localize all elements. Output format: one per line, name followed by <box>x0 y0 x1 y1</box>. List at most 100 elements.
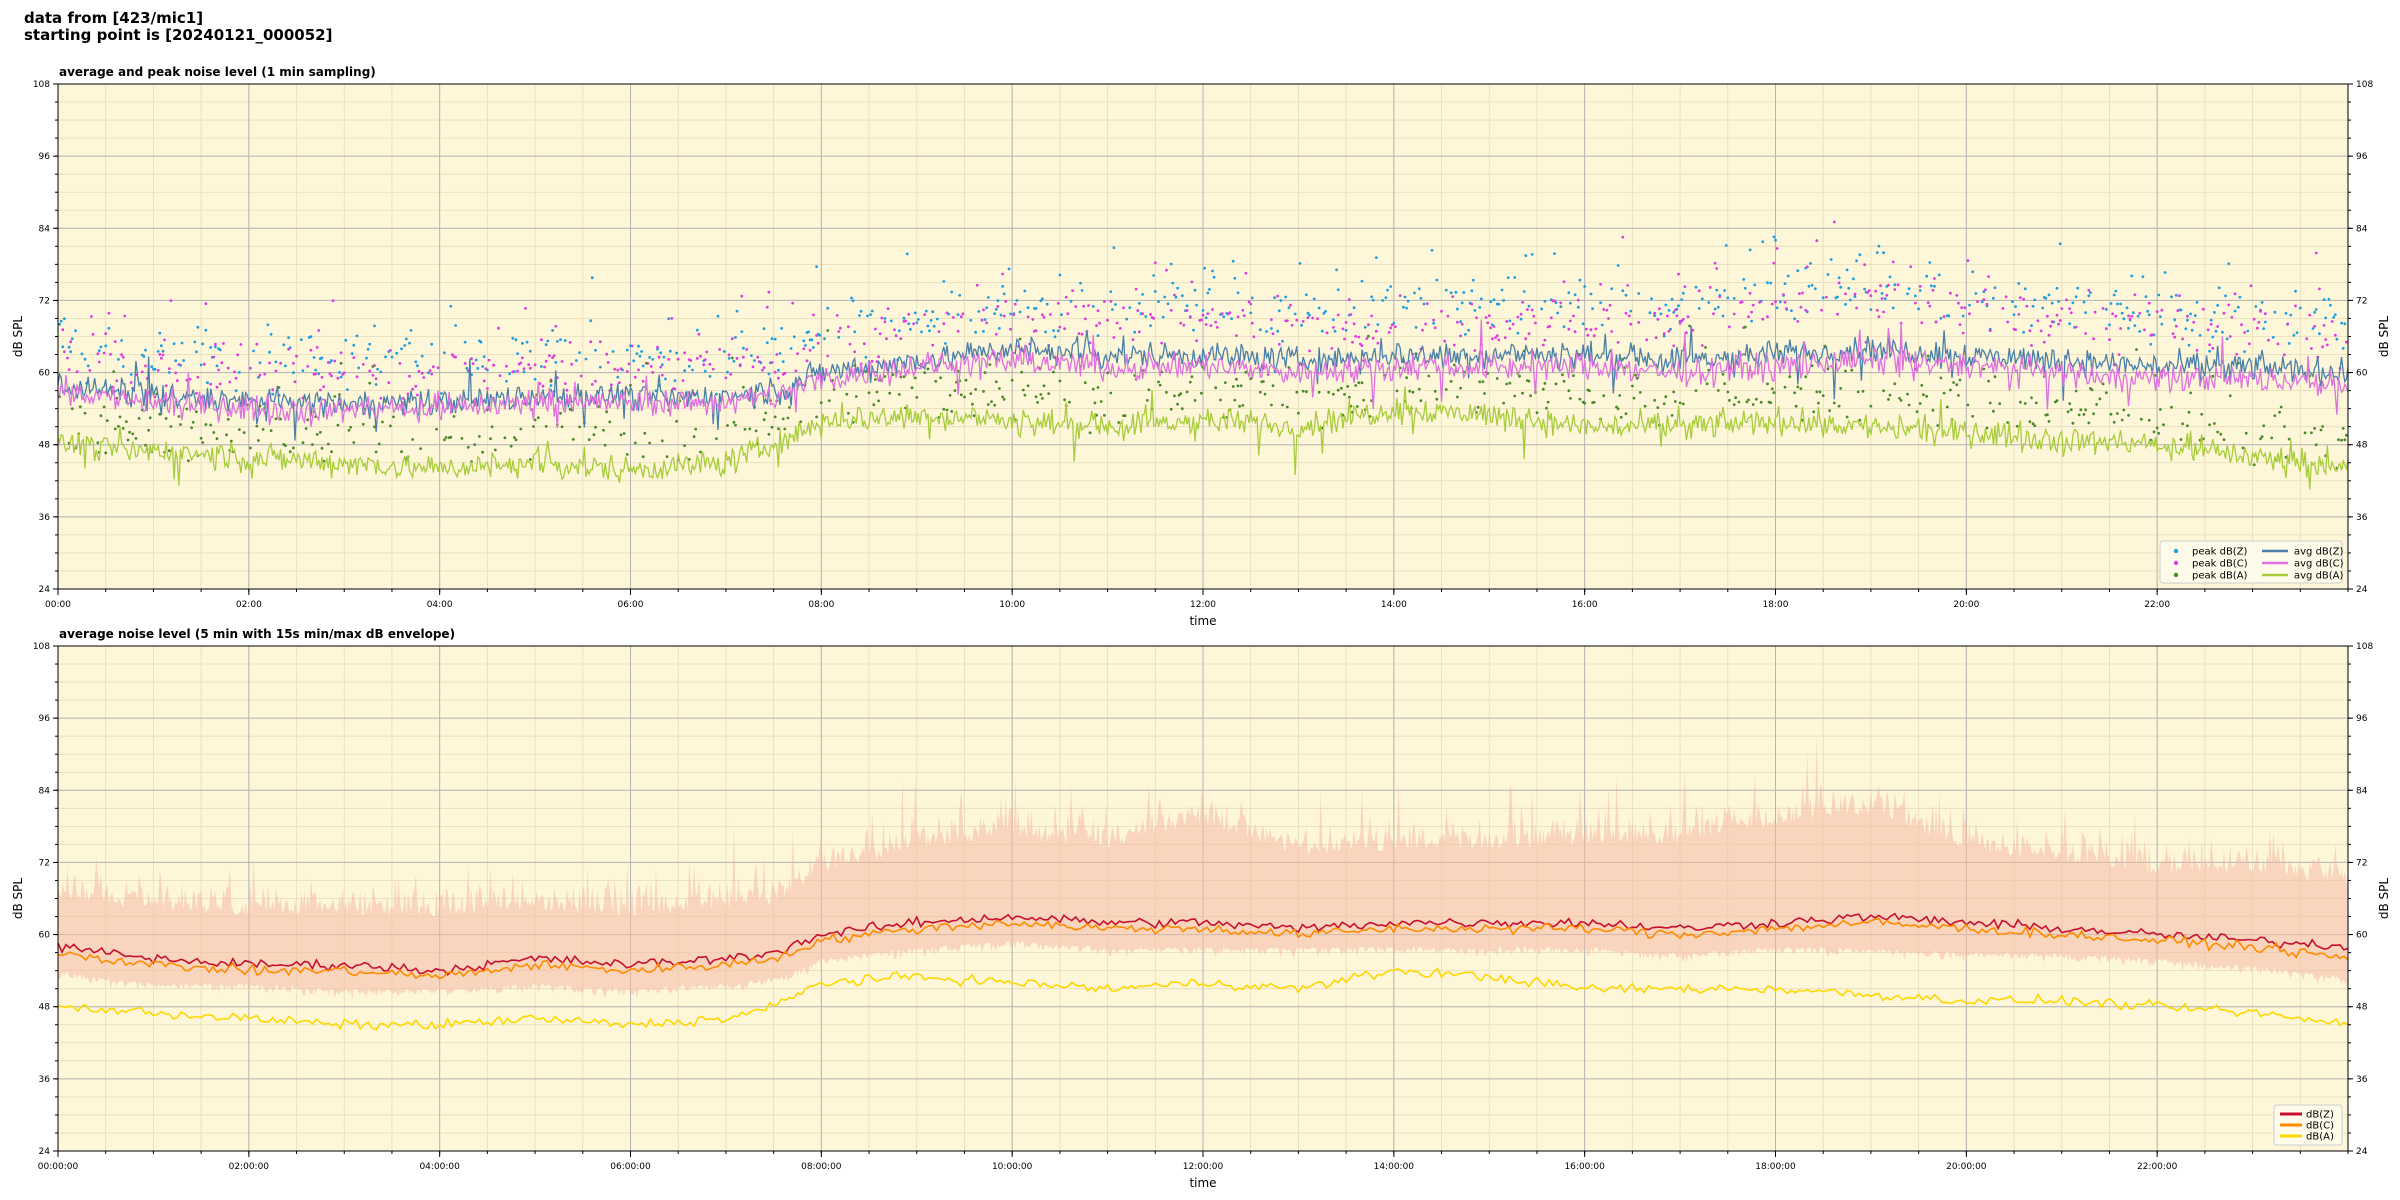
peak-point <box>649 365 653 368</box>
peak-point <box>191 420 195 424</box>
peak-point <box>2033 424 2037 428</box>
peak-point <box>2087 288 2091 292</box>
peak-point <box>1069 299 1073 303</box>
peak-point <box>683 369 686 373</box>
peak-point <box>722 350 726 353</box>
peak-point <box>1782 293 1785 296</box>
peak-point <box>1562 325 1566 329</box>
peak-point <box>667 317 671 321</box>
peak-point <box>1249 311 1253 315</box>
peak-point <box>226 417 230 421</box>
peak-point <box>180 341 184 345</box>
peak-point <box>1244 370 1248 374</box>
peak-point <box>762 418 766 422</box>
peak-point <box>1020 370 1024 374</box>
peak-point <box>1820 308 1823 312</box>
peak-point <box>1549 316 1553 320</box>
peak-point <box>1915 410 1919 414</box>
peak-point <box>2112 293 2116 297</box>
peak-point <box>379 370 383 374</box>
header-start: starting point is [20240121_000052] <box>24 26 333 44</box>
peak-point <box>2284 455 2288 459</box>
peak-point <box>1009 327 1012 331</box>
series-db-a- <box>57 967 2349 1031</box>
peak-point <box>516 352 519 355</box>
peak-point <box>2158 315 2162 318</box>
peak-point <box>2158 408 2162 411</box>
peak-point <box>1810 364 1814 367</box>
peak-point <box>511 370 515 374</box>
peak-point <box>338 371 341 374</box>
peak-point <box>695 357 699 360</box>
legend-box <box>2159 540 2343 584</box>
peak-point <box>1180 407 1184 411</box>
peak-point <box>1728 325 1731 329</box>
peak-point <box>436 366 440 370</box>
peak-point <box>2144 295 2148 298</box>
peak-point <box>1193 288 1197 292</box>
peak-point <box>525 340 529 344</box>
peak-point <box>1957 394 1960 397</box>
peak-point <box>1173 394 1176 398</box>
peak-point <box>427 371 430 375</box>
peak-point <box>471 362 475 365</box>
peak-point <box>1270 318 1273 321</box>
peak-point <box>645 361 648 365</box>
peak-point <box>249 366 252 370</box>
peak-point <box>1766 315 1769 319</box>
peak-point <box>783 371 787 375</box>
peak-point <box>761 368 764 372</box>
peak-point <box>1772 391 1776 394</box>
peak-point <box>2206 328 2210 332</box>
peak-point <box>1743 286 1747 290</box>
peak-point <box>1562 280 1566 284</box>
peak-point <box>555 340 559 343</box>
peak-point <box>837 335 841 339</box>
peak-point <box>1489 326 1493 330</box>
peak-point <box>745 348 748 351</box>
peak-point <box>633 441 637 445</box>
peak-point <box>1160 341 1164 345</box>
peak-point <box>1031 318 1035 321</box>
peak-point <box>1670 297 1674 301</box>
peak-point <box>1347 395 1351 399</box>
peak-point <box>1875 251 1879 255</box>
peak-point <box>1516 315 1520 319</box>
peak-point <box>2092 412 2096 416</box>
peak-point <box>2069 408 2073 412</box>
peak-point <box>618 381 621 384</box>
peak-point <box>1165 390 1168 394</box>
peak-point <box>891 373 895 377</box>
peak-point <box>660 439 664 443</box>
peak-point <box>1516 331 1520 335</box>
peak-point <box>1039 393 1043 396</box>
peak-point <box>2287 437 2291 441</box>
peak-point <box>1869 294 1873 298</box>
peak-point <box>1467 328 1470 332</box>
peak-point <box>167 449 171 453</box>
peak-point <box>1483 392 1486 395</box>
peak-point <box>632 359 636 363</box>
peak-point <box>1658 307 1661 311</box>
peak-point <box>869 313 872 316</box>
peak-point <box>128 430 132 434</box>
peak-point <box>1405 376 1408 380</box>
peak-point <box>691 368 694 372</box>
peak-point <box>1844 292 1847 296</box>
peak-point <box>1971 270 1975 274</box>
peak-point <box>408 374 411 378</box>
peak-point <box>1680 298 1684 301</box>
x-tick-label: 16:00 <box>1572 600 1598 610</box>
peak-point <box>1581 322 1585 326</box>
peak-point <box>2012 313 2016 316</box>
peak-point <box>590 383 594 386</box>
peak-point <box>1492 298 1496 302</box>
peak-point <box>554 324 558 328</box>
peak-point <box>1138 330 1141 334</box>
peak-point <box>156 369 160 372</box>
peak-point <box>206 381 209 385</box>
peak-point <box>1250 296 1254 300</box>
peak-point <box>449 304 453 308</box>
peak-point <box>1103 414 1106 417</box>
peak-point <box>1887 398 1890 401</box>
